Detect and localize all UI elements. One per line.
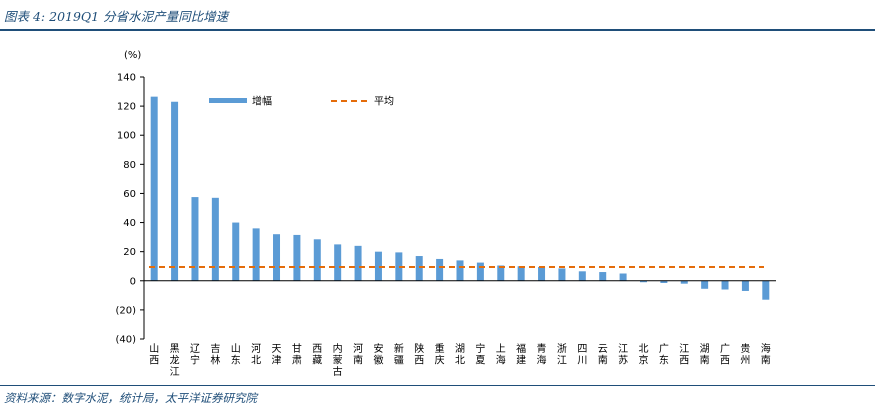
bar (374, 251, 382, 281)
x-tick-label: 北京 (638, 343, 648, 367)
y-axis-unit-label: (%) (124, 50, 141, 61)
x-tick-label: 江西 (679, 343, 689, 367)
y-tick-label: 40 (123, 218, 136, 229)
bar (313, 239, 321, 281)
bar (558, 268, 566, 281)
y-tick-label: 120 (117, 102, 136, 113)
x-tick-label: 山东 (231, 343, 241, 367)
x-tick-label: 新疆 (394, 342, 404, 367)
x-tick-label: 重庆 (435, 342, 445, 367)
y-tick-label: 140 (117, 73, 136, 84)
bar (415, 256, 423, 281)
bar (741, 280, 749, 291)
x-tick-label: 山西 (149, 343, 159, 367)
bar (497, 265, 505, 281)
x-tick-label: 浙江 (557, 343, 567, 367)
bar (538, 266, 546, 281)
bar (334, 244, 342, 281)
bar (619, 273, 627, 281)
x-tick-label: 甘肃 (292, 342, 302, 367)
bar (680, 280, 688, 284)
bar (660, 280, 668, 283)
bar (150, 96, 158, 281)
bar (211, 197, 219, 281)
figure-title: 图表 4: 2019Q1 分省水泥产量同比增速 (4, 9, 229, 24)
bar (293, 234, 301, 281)
bar (273, 234, 281, 281)
x-tick-label: 云南 (598, 344, 608, 367)
x-tick-label: 河南 (353, 343, 363, 367)
x-tick-label: 辽宁 (190, 343, 200, 367)
x-tick-label: 安徽 (373, 342, 383, 367)
bar (599, 272, 607, 281)
x-tick-label: 福建 (516, 342, 526, 367)
x-tick-label: 河北 (251, 343, 261, 367)
x-tick-label: 湖北 (455, 343, 465, 367)
x-tick-label: 吉林 (210, 343, 220, 367)
bar (639, 280, 647, 283)
bar (578, 271, 586, 281)
x-tick-label: 宁夏 (475, 342, 485, 367)
x-tick-label: 青海 (537, 342, 547, 367)
bar (354, 245, 362, 281)
source-note: 资料来源：数字水泥，统计局，太平洋证券研究院 (4, 391, 257, 405)
x-tick-label: 上海 (496, 343, 506, 367)
bar (436, 258, 444, 281)
x-tick-label: 广西 (720, 343, 730, 367)
bar (762, 280, 770, 300)
x-tick-label: 黑龙江 (170, 343, 180, 378)
bar (476, 262, 484, 281)
legend-label-bar: 增幅 (252, 95, 272, 108)
x-tick-label: 内蒙古 (333, 342, 343, 378)
legend-swatch-bar (209, 98, 247, 103)
x-tick-label: 陕西 (414, 342, 424, 367)
x-tick-label: 广东 (659, 343, 669, 367)
y-tick-label: 100 (117, 131, 136, 142)
x-tick-label: 湖南 (700, 343, 710, 367)
bar (171, 101, 179, 281)
y-tick-label: 80 (123, 160, 136, 171)
y-tick-label: 20 (123, 247, 136, 258)
bar (701, 280, 709, 289)
x-tick-label: 天津 (272, 344, 282, 367)
x-tick-label: 贵州 (740, 342, 750, 367)
y-tick-label: 0 (130, 276, 136, 287)
x-tick-label: 四川 (577, 344, 587, 367)
bar (252, 228, 260, 281)
y-tick-label: (40) (115, 335, 136, 346)
x-tick-label: 海南 (761, 342, 771, 367)
bar (721, 280, 729, 290)
bar (191, 197, 199, 281)
header-rule (0, 29, 875, 31)
y-tick-label: 60 (123, 189, 136, 200)
bar-chart: (%) 140 120 100 80 60 40 20 0 (20) (40) 山西 黑龙江辽宁吉林山东… (115, 50, 776, 378)
bar (232, 222, 240, 281)
bar (517, 266, 525, 281)
x-tick-label: 江苏 (618, 343, 628, 367)
bar (395, 252, 403, 281)
legend-label-average: 平均 (374, 96, 394, 108)
y-tick-label: (20) (115, 305, 136, 316)
bar (456, 260, 464, 281)
x-tick-label: 西藏 (312, 344, 322, 367)
footer-rule (0, 385, 875, 386)
